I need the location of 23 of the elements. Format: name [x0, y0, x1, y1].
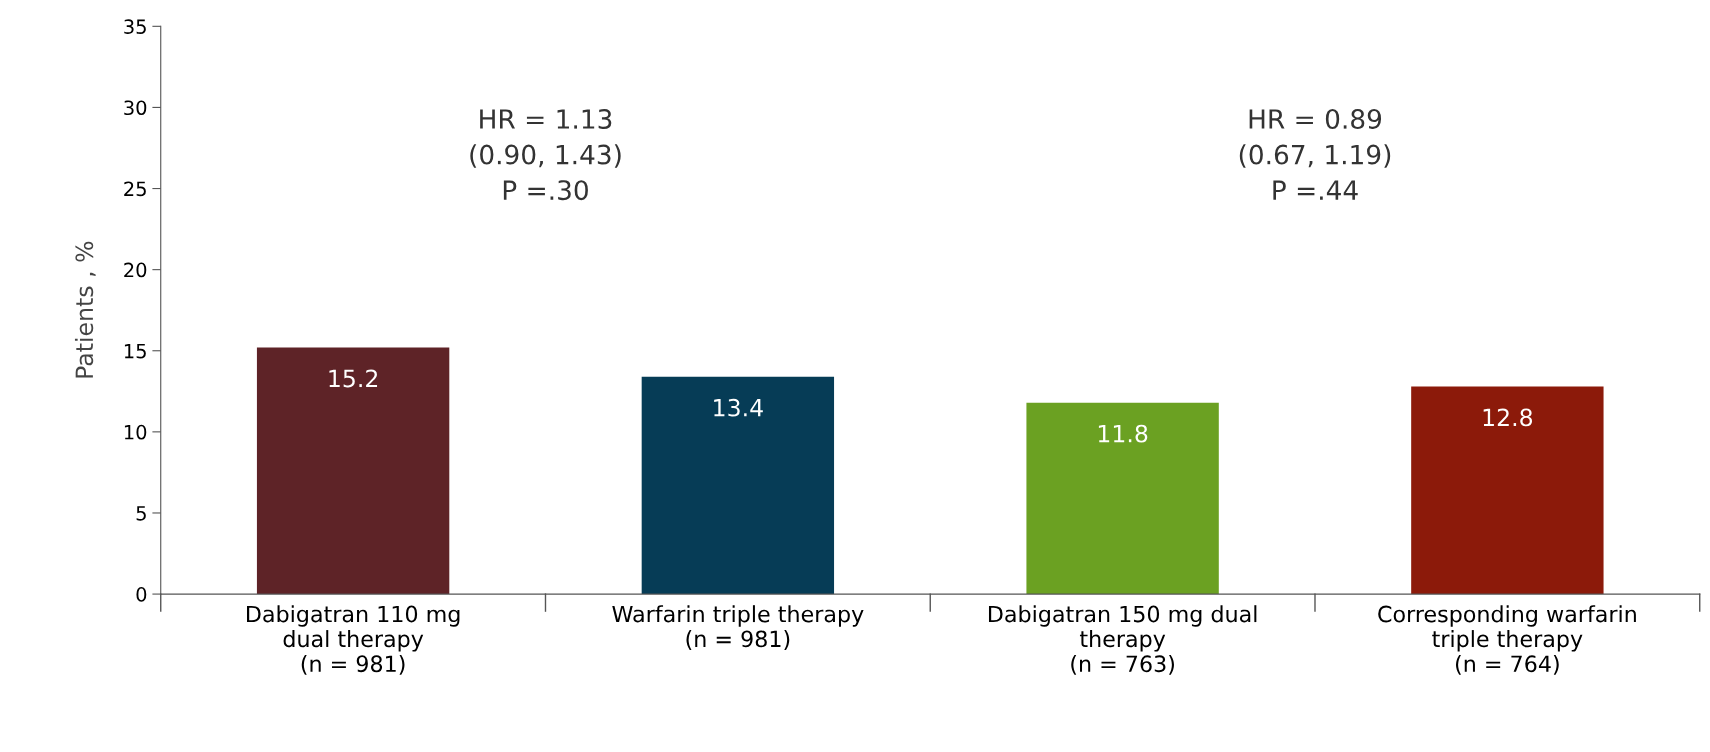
x-tick-label: Corresponding warfarin triple therapy (n = 764)	[1378, 605, 1636, 675]
y-axis-title: Patients , %	[74, 241, 96, 378]
data-label: 12.8	[1483, 408, 1533, 427]
data-label: 15.2	[329, 369, 378, 388]
data-label: 11.8	[1098, 424, 1148, 443]
y-tick-label: 15	[124, 343, 146, 359]
annotation: HR = 1.13 (0.90, 1.43) P =.30	[470, 109, 621, 201]
bar	[1026, 402, 1219, 595]
y-tick-label: 20	[124, 262, 147, 278]
bar	[256, 347, 450, 595]
x-tick-label: Dabigatran 150 mg dual therapy (n = 763)	[988, 605, 1257, 675]
y-tick-label: 0	[136, 587, 147, 602]
x-tick-label: Warfarin triple therapy (n = 981)	[612, 605, 864, 650]
y-tick-label: 35	[124, 19, 146, 34]
y-tick-label: 5	[136, 506, 146, 521]
bar	[1411, 386, 1604, 595]
y-tick-label: 30	[124, 100, 147, 116]
y-tick-label: 25	[124, 181, 146, 197]
annotation: HR = 0.89 (0.67, 1.19) P =.44	[1239, 109, 1391, 200]
data-label: 13.4	[714, 398, 763, 417]
bar	[641, 376, 835, 595]
y-tick-label: 10	[124, 424, 147, 440]
x-tick-label: Dabigatran 110 mg dual therapy (n = 981)	[247, 605, 460, 675]
